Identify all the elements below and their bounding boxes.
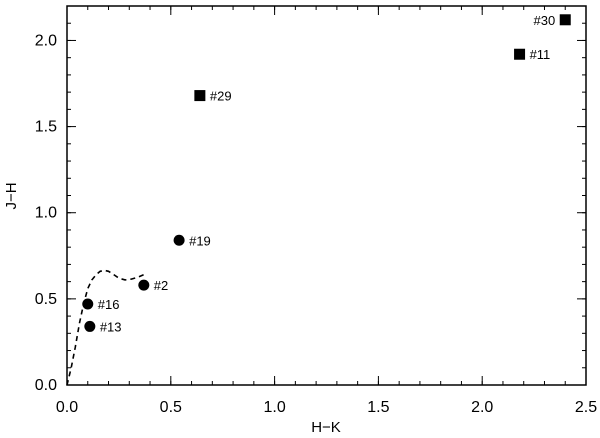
axis-ticks: 0.0 0.5 1.0 1.5 2.0 2.5 0.0 0.5 1.0 1.5 2.0 — [35, 5, 597, 416]
y-tick-label: 2.0 — [35, 32, 57, 49]
y-tick-label: 0.5 — [35, 291, 57, 308]
x-tick-label: 1.0 — [263, 399, 285, 416]
square-point — [514, 48, 526, 60]
x-tick-label: 0.0 — [56, 399, 78, 416]
curve-layer — [66, 269, 145, 386]
y-tick-label: 0.0 — [35, 377, 57, 394]
square-point — [559, 14, 571, 26]
plot-frame — [66, 5, 587, 386]
circle-point — [84, 320, 96, 332]
point-label: #30 — [534, 13, 556, 28]
y-tick-label: 1.0 — [35, 205, 57, 222]
x-tick-label: 2.5 — [575, 399, 597, 416]
point-label: #19 — [189, 233, 211, 248]
point-label: #11 — [530, 47, 551, 62]
circle-point — [82, 298, 94, 310]
x-tick-label: 1.5 — [367, 399, 389, 416]
plot-area — [66, 5, 587, 386]
point-label: #13 — [100, 319, 122, 334]
circle-point — [138, 279, 150, 291]
square-point — [194, 90, 206, 102]
y-axis-title: J−H — [3, 182, 20, 209]
dashed-curve — [66, 269, 145, 386]
x-axis-title: H−K — [311, 419, 341, 436]
y-tick-label: 1.5 — [35, 119, 57, 136]
points-layer: #2 #13 #16 #19 #11 #29 #30 — [82, 13, 571, 334]
x-tick-label: 0.5 — [160, 399, 182, 416]
point-label: #16 — [98, 297, 120, 312]
circle-point — [173, 234, 185, 246]
x-tick-label: 2.0 — [471, 399, 493, 416]
point-label: #2 — [154, 278, 168, 293]
point-label: #29 — [210, 89, 232, 104]
